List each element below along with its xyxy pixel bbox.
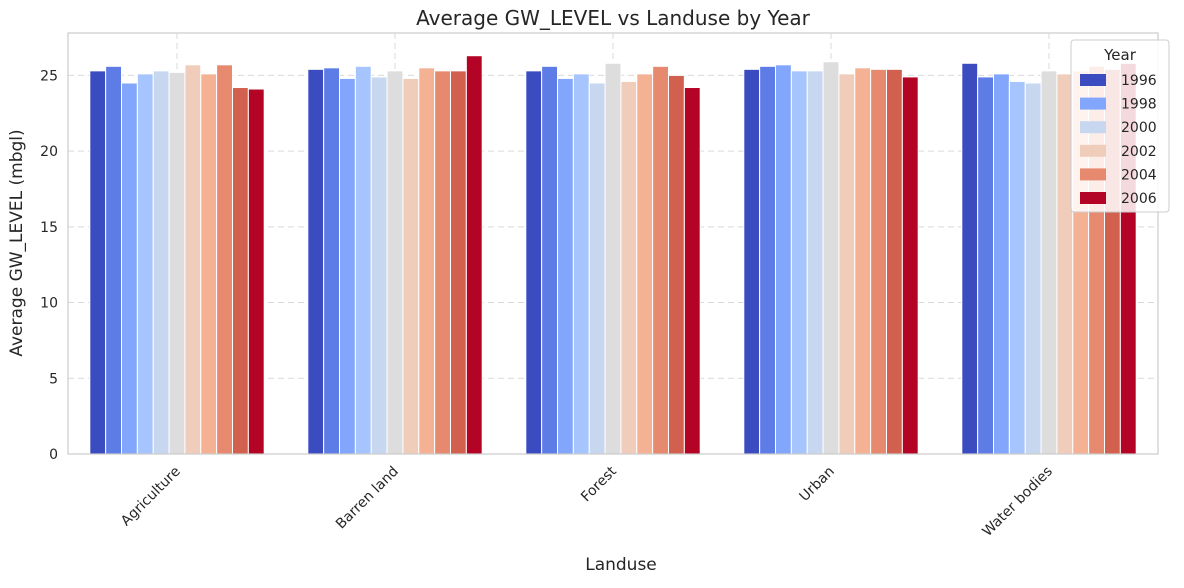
y-axis-label: Average GW_LEVEL (mbgl) xyxy=(7,129,27,356)
bar xyxy=(231,87,249,455)
y-tick-label: 0 xyxy=(49,447,58,463)
bar xyxy=(790,70,808,455)
bar xyxy=(572,73,590,455)
bar xyxy=(604,62,622,455)
legend-label: 2000 xyxy=(1121,120,1157,136)
bar xyxy=(1024,82,1042,455)
legend-label: 1996 xyxy=(1121,73,1157,89)
bar xyxy=(838,73,856,455)
legend-swatch xyxy=(1080,74,1106,86)
bar xyxy=(323,67,341,455)
bar xyxy=(1008,80,1026,455)
x-tick-labels: Agriculture Barren land Forest Urban Water b… xyxy=(118,463,1056,540)
bar xyxy=(993,73,1010,455)
bar xyxy=(977,76,995,455)
plot-frame xyxy=(67,32,1159,455)
bar xyxy=(620,80,638,455)
legend: Year 1996 1998 2000 2002 2004 2006 xyxy=(1070,39,1170,213)
bar xyxy=(354,65,372,455)
bar xyxy=(200,73,218,455)
y-tick-labels: 0 5 10 15 20 25 xyxy=(40,68,58,463)
bar xyxy=(1056,73,1074,455)
legend-swatch xyxy=(1080,97,1106,110)
bar xyxy=(541,65,559,455)
bar xyxy=(386,70,404,455)
x-axis-label: Landuse xyxy=(585,555,657,575)
bar xyxy=(667,74,685,455)
x-tick-label: Barren land xyxy=(333,464,402,533)
legend-label: 2006 xyxy=(1121,191,1157,207)
bar xyxy=(652,65,669,455)
bar xyxy=(152,70,170,455)
x-tick-label: Water bodies xyxy=(979,464,1055,540)
legend-items: 1996 1998 2000 2002 2004 2006 xyxy=(1080,73,1157,207)
bar xyxy=(1040,70,1058,455)
x-tick-label: Urban xyxy=(797,464,838,505)
legend-label: 2004 xyxy=(1121,167,1157,183)
bar xyxy=(434,70,451,455)
bar xyxy=(588,82,606,455)
bar xyxy=(449,70,467,455)
legend-label: 1998 xyxy=(1121,97,1157,113)
y-tick-label: 25 xyxy=(40,68,58,84)
bar xyxy=(307,68,325,455)
legend-title: Year xyxy=(1103,46,1137,64)
bar xyxy=(901,76,919,455)
bar xyxy=(822,61,840,455)
bar-layer xyxy=(89,55,1137,455)
y-tick-label: 5 xyxy=(49,371,58,387)
bar xyxy=(184,64,202,455)
bar xyxy=(683,87,701,455)
bar xyxy=(105,65,123,455)
bar xyxy=(775,64,792,455)
bar xyxy=(465,55,483,455)
bar xyxy=(743,68,761,455)
legend-swatch xyxy=(1080,192,1106,204)
x-tick-label: Forest xyxy=(578,463,620,505)
bar xyxy=(854,67,872,455)
bar xyxy=(89,70,107,455)
legend-swatch xyxy=(1080,121,1106,134)
bar xyxy=(418,67,436,455)
bar xyxy=(636,73,654,455)
bar xyxy=(121,82,138,455)
bar xyxy=(168,71,186,455)
bar xyxy=(247,88,265,455)
y-tick-label: 20 xyxy=(40,144,58,160)
legend-swatch xyxy=(1080,168,1106,181)
bar xyxy=(557,77,574,455)
bar xyxy=(216,64,233,455)
x-tick-label: Agriculture xyxy=(118,464,184,530)
bar xyxy=(402,77,420,455)
bar xyxy=(870,68,887,455)
bar xyxy=(759,65,777,455)
y-tick-label: 10 xyxy=(40,296,58,312)
bar xyxy=(961,62,979,455)
legend-swatch xyxy=(1080,144,1106,157)
bar xyxy=(136,73,154,455)
bar xyxy=(339,77,356,455)
legend-label: 2002 xyxy=(1121,144,1157,160)
chart-title: Average GW_LEVEL vs Landuse by Year xyxy=(416,6,811,30)
bar xyxy=(885,68,903,455)
bar xyxy=(806,70,824,455)
y-tick-label: 15 xyxy=(40,220,58,236)
bar xyxy=(525,70,543,455)
bar xyxy=(370,76,388,455)
